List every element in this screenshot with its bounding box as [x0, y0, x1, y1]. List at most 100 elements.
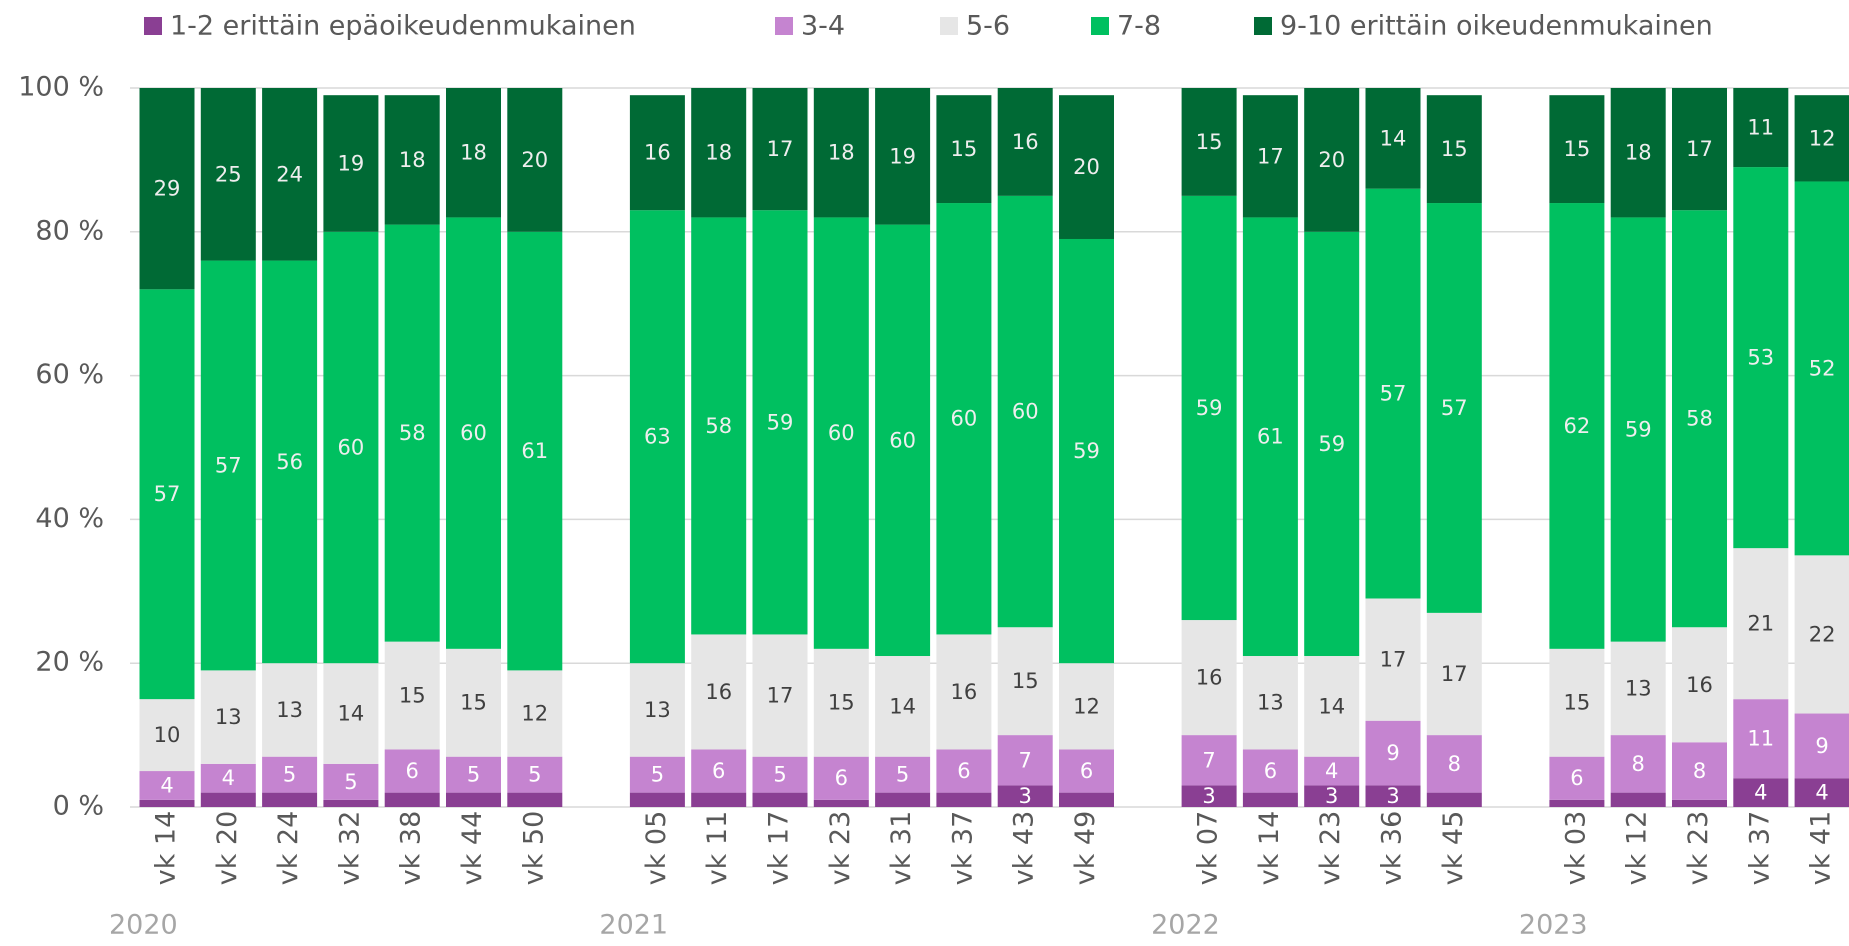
data-label: 13	[644, 698, 671, 722]
data-label: 6	[957, 759, 970, 783]
data-label: 3	[1019, 784, 1032, 808]
bar-segment	[1794, 181, 1849, 556]
data-label: 15	[951, 137, 978, 161]
x-tick-label: vk 05	[641, 811, 672, 886]
bar-segment	[936, 634, 992, 750]
x-tick-label: vk 45	[1438, 811, 1469, 886]
data-label: 6	[835, 766, 848, 790]
data-label: 12	[521, 702, 548, 726]
bar-segment	[262, 88, 318, 261]
bar-segment	[629, 756, 685, 793]
legend-swatch	[1091, 17, 1109, 35]
bar-segment	[1242, 217, 1298, 657]
data-label: 59	[767, 410, 794, 434]
bar-segment	[691, 749, 747, 793]
data-label: 60	[1012, 400, 1039, 424]
data-label: 57	[1380, 382, 1407, 406]
x-tick-label: vk 41	[1806, 811, 1837, 886]
data-label: 17	[1257, 144, 1284, 168]
bar-segment	[1672, 799, 1727, 807]
bar-segment	[936, 95, 992, 204]
bar-segment	[1059, 792, 1114, 807]
data-label: 3	[1386, 784, 1399, 808]
bar-segment	[507, 792, 563, 807]
bar-segment	[1059, 749, 1114, 793]
x-tick-label: vk 38	[396, 811, 427, 886]
data-label: 14	[338, 702, 365, 726]
bar-segment	[1181, 195, 1237, 621]
data-label: 5	[896, 763, 909, 787]
bar-segment	[323, 95, 379, 232]
bar-segment	[200, 260, 256, 671]
bar-segment	[139, 699, 195, 772]
bar-segment	[813, 648, 869, 757]
legend-label: 3-4	[801, 11, 845, 42]
bar-segment	[384, 792, 440, 807]
bar-segment	[691, 792, 747, 807]
bar-segment	[1549, 95, 1605, 204]
data-label: 24	[276, 162, 303, 186]
data-label: 5	[651, 763, 664, 787]
data-label: 16	[644, 141, 671, 165]
bar-segment	[1672, 742, 1727, 800]
legend-label: 7-8	[1117, 11, 1161, 42]
data-label: 15	[1012, 669, 1039, 693]
data-label: 15	[1564, 691, 1591, 715]
data-label: 59	[1318, 432, 1345, 456]
bar-segment	[1426, 735, 1482, 793]
data-label: 15	[1441, 137, 1468, 161]
bar-segment	[691, 217, 747, 635]
data-label: 4	[222, 766, 235, 790]
x-tick-label: vk 23	[1683, 811, 1714, 886]
bar-segment	[1610, 735, 1666, 793]
data-label: 14	[1318, 694, 1345, 718]
data-label: 61	[1257, 425, 1284, 449]
bar-segment	[323, 763, 379, 800]
data-label: 63	[644, 425, 671, 449]
bar-segment	[997, 88, 1053, 196]
bar-segment	[936, 792, 992, 807]
bar-segment	[629, 210, 685, 664]
bar-segment	[139, 771, 195, 800]
bar-segment	[384, 224, 440, 642]
data-label: 16	[1686, 673, 1713, 697]
bar-segment	[1059, 663, 1114, 750]
data-label: 19	[338, 151, 365, 175]
bar-segment	[997, 195, 1053, 628]
x-tick-label: vk 50	[518, 811, 549, 886]
data-label: 5	[467, 763, 480, 787]
data-label: 16	[1012, 130, 1039, 154]
bar-segment	[507, 756, 563, 793]
data-label: 57	[154, 482, 181, 506]
bar-segment	[1672, 88, 1727, 211]
data-label: 7	[1019, 748, 1032, 772]
bar-segment	[1549, 648, 1605, 757]
bar-segment	[1365, 88, 1421, 189]
group-label: 2023	[1519, 910, 1588, 941]
data-label: 56	[276, 450, 303, 474]
bar-segment	[997, 627, 1053, 736]
bar-segment	[1610, 792, 1666, 807]
y-tick-label: 60 %	[35, 359, 104, 390]
data-label: 17	[1686, 137, 1713, 161]
bar-segment	[813, 88, 869, 218]
data-label: 4	[1815, 781, 1828, 805]
data-label: 6	[1080, 759, 1093, 783]
y-tick-label: 0 %	[53, 791, 104, 822]
bar-segment	[323, 799, 379, 807]
bar-segment	[384, 95, 440, 225]
bar-segment	[200, 763, 256, 793]
bar-segment	[1304, 785, 1360, 807]
bar-segment	[1672, 210, 1727, 628]
bar-segment	[813, 217, 869, 649]
bar-segment	[262, 756, 318, 793]
bar-segment	[139, 289, 195, 700]
bar-segment	[936, 203, 992, 635]
x-tick-label: vk 36	[1377, 811, 1408, 886]
data-label: 20	[1318, 148, 1345, 172]
data-label: 60	[951, 407, 978, 431]
bar-segment	[1794, 555, 1849, 714]
data-label: 14	[1380, 126, 1407, 150]
bar-segment	[1242, 656, 1298, 750]
group-label: 2020	[109, 910, 178, 941]
